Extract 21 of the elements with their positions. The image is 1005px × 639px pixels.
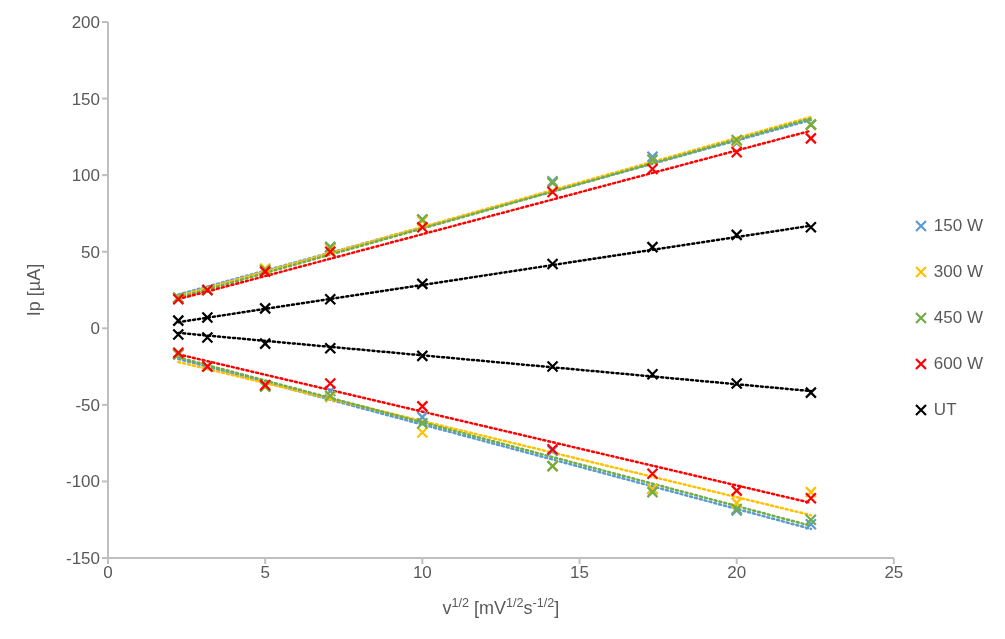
- y-tick-label: 150: [71, 89, 100, 109]
- x-tick-label: 20: [727, 563, 747, 583]
- x-tick-label: 15: [570, 563, 589, 583]
- legend-label: 150 W: [933, 216, 983, 236]
- x-tick-label: 10: [412, 563, 432, 583]
- y-axis-title: Ip [µA]: [24, 263, 45, 317]
- legend-label: UT: [933, 400, 957, 420]
- legend-label: 600 W: [933, 354, 983, 374]
- y-tick-label: 200: [71, 13, 100, 33]
- y-tick-label: -100: [65, 472, 100, 492]
- x-tick-label: 25: [884, 563, 904, 583]
- y-tick-label: -50: [75, 395, 100, 415]
- legend-label: 450 W: [933, 308, 983, 328]
- x-axis-title: v$^{1/2}$ [mV$^{1/2}$s$^{-1/2}$]: [442, 596, 560, 618]
- y-tick-label: -150: [65, 549, 100, 569]
- y-tick-label: 0: [90, 319, 100, 339]
- x-tick-label: 0: [103, 563, 113, 583]
- y-tick-label: 100: [71, 166, 100, 186]
- legend-label: 300 W: [933, 262, 983, 282]
- y-tick-label: 50: [81, 242, 100, 262]
- x-tick-label: 5: [260, 563, 270, 583]
